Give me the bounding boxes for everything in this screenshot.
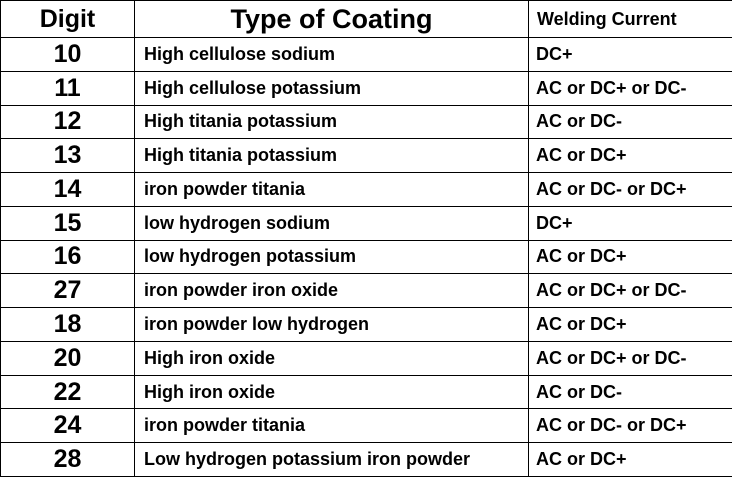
table-row: 12 High titania potassium AC or DC- (0, 104, 732, 140)
table-row: 24 iron powder titania AC or DC- or DC+ (0, 408, 732, 444)
coating-cell: High titania potassium (134, 104, 529, 140)
table-row: 15 low hydrogen sodium DC+ (0, 205, 732, 241)
coating-cell: iron powder iron oxide (134, 273, 529, 309)
current-cell: AC or DC+ (528, 307, 732, 342)
current-cell: AC or DC+ or DC- (528, 340, 732, 376)
digit-cell: 13 (0, 138, 135, 174)
digit-cell: 15 (0, 205, 135, 241)
current-cell: AC or DC+ (528, 442, 732, 477)
current-cell: AC or DC+ (528, 138, 732, 174)
header-cell: Welding Current (528, 0, 732, 38)
table-row: 18 iron powder low hydrogen AC or DC+ (0, 307, 732, 342)
coating-cell: High cellulose sodium (134, 37, 529, 72)
table-row: 22 High iron oxide AC or DC- (0, 374, 732, 410)
coating-cell: iron powder low hydrogen (134, 307, 529, 342)
coating-cell: low hydrogen potassium (134, 239, 529, 275)
digit-cell: 22 (0, 374, 135, 410)
current-cell: AC or DC+ (528, 239, 732, 275)
current-cell: AC or DC+ or DC- (528, 70, 732, 106)
coating-cell: High titania potassium (134, 138, 529, 174)
header-cell: Digit (0, 0, 135, 38)
current-cell: AC or DC+ or DC- (528, 273, 732, 309)
coating-cell: High iron oxide (134, 374, 529, 410)
current-cell: AC or DC- (528, 374, 732, 410)
header-row: Digit Type of Coating Welding Current (0, 0, 732, 38)
coating-cell: High iron oxide (134, 340, 529, 376)
current-cell: DC+ (528, 205, 732, 241)
header-cell: Type of Coating (134, 0, 529, 38)
table-row: 27 iron powder iron oxide AC or DC+ or DC- (0, 273, 732, 309)
current-cell: AC or DC- or DC+ (528, 408, 732, 444)
digit-cell: 12 (0, 104, 135, 140)
table-row: 20 High iron oxide AC or DC+ or DC- (0, 340, 732, 376)
table-row: 11 High cellulose potassium AC or DC+ or D… (0, 70, 732, 106)
coating-cell: iron powder titania (134, 408, 529, 444)
table-row: 14 iron powder titania AC or DC- or DC+ (0, 172, 732, 207)
digit-cell: 18 (0, 307, 135, 342)
digit-cell: 28 (0, 442, 135, 477)
table-row: 10 High cellulose sodium DC+ (0, 37, 732, 72)
coating-cell: Low hydrogen potassium iron powder (134, 442, 529, 477)
digit-cell: 27 (0, 273, 135, 309)
digit-cell: 14 (0, 172, 135, 207)
table-row: 28 Low hydrogen potassium iron powder AC o… (0, 442, 732, 477)
current-cell: DC+ (528, 37, 732, 72)
digit-cell: 20 (0, 340, 135, 376)
table-header: Digit Type of Coating Welding Current (0, 0, 732, 38)
coating-cell: iron powder titania (134, 172, 529, 207)
coating-cell: High cellulose potassium (134, 70, 529, 106)
digit-cell: 11 (0, 70, 135, 106)
digit-cell: 24 (0, 408, 135, 444)
table-row: 13 High titania potassium AC or DC+ (0, 138, 732, 174)
current-cell: AC or DC- (528, 104, 732, 140)
digit-cell: 10 (0, 37, 135, 72)
table-row: 16 low hydrogen potassium AC or DC+ (0, 239, 732, 275)
table-body: 10 High cellulose sodium DC+ 11 High cellulo… (0, 37, 732, 477)
digit-cell: 16 (0, 239, 135, 275)
current-cell: AC or DC- or DC+ (528, 172, 732, 207)
coating-cell: low hydrogen sodium (134, 205, 529, 241)
